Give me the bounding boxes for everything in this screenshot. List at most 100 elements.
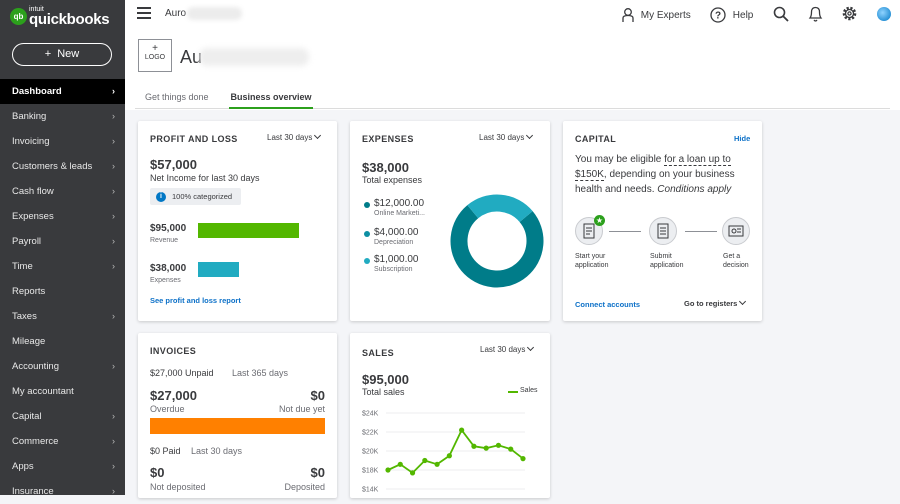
expense-value: $12,000.00: [374, 198, 425, 209]
company-name[interactable]: Auro: [165, 8, 187, 19]
tab-get-things-done[interactable]: Get things done: [145, 92, 209, 102]
sidebar-item-banking[interactable]: Banking ›: [0, 104, 125, 129]
loan-link[interactable]: for a loan up to $150K: [575, 154, 731, 181]
profit-loss-report-link[interactable]: See profit and loss report: [150, 296, 241, 305]
sidebar-item-cash-flow[interactable]: Cash flow ›: [0, 179, 125, 204]
sidebar-item-commerce[interactable]: Commerce ›: [0, 429, 125, 454]
sales-data-point[interactable]: [397, 461, 403, 467]
total-expenses-label: Total expenses: [362, 175, 423, 185]
expert-icon: [622, 8, 634, 22]
sales-data-point[interactable]: [471, 443, 477, 449]
company-title: Au: [180, 47, 203, 67]
gear-icon[interactable]: [841, 5, 858, 22]
sidebar-item-time[interactable]: Time ›: [0, 254, 125, 279]
sidebar-item-dashboard[interactable]: Dashboard ›: [0, 79, 125, 104]
chevron-right-icon: ›: [112, 311, 115, 321]
sales-data-point[interactable]: [483, 445, 489, 451]
registers-dropdown[interactable]: Go to registers: [684, 297, 747, 308]
unpaid-total: $27,000 Unpaid: [150, 368, 214, 378]
chevron-down-icon: [526, 131, 534, 140]
period-dropdown[interactable]: Last 30 days: [479, 131, 534, 142]
connect-accounts-link[interactable]: Connect accounts: [575, 300, 641, 309]
add-logo-button[interactable]: + LOGO: [138, 39, 172, 72]
search-icon[interactable]: [773, 6, 789, 22]
sidebar-item-taxes[interactable]: Taxes ›: [0, 304, 125, 329]
tab-business-overview[interactable]: Business overview: [229, 92, 313, 109]
chevron-right-icon: ›: [112, 486, 115, 496]
expense-value: $1,000.00: [374, 254, 419, 265]
sidebar-item-reports[interactable]: Reports: [0, 279, 125, 304]
my-experts-link[interactable]: My Experts: [622, 7, 691, 23]
overdue-value: $27,000: [150, 388, 197, 403]
revenue-label: Revenue: [150, 237, 179, 244]
new-button-label: New: [57, 48, 80, 60]
sidebar-item-label: Accounting: [12, 361, 60, 372]
sidebar-item-label: Time: [12, 261, 33, 272]
registers-label: Go to registers: [684, 299, 738, 308]
sidebar-item-capital[interactable]: Capital ›: [0, 404, 125, 429]
sidebar-item-accounting[interactable]: Accounting ›: [0, 354, 125, 379]
legend-dot: [364, 258, 370, 264]
chevron-right-icon: ›: [112, 111, 115, 121]
period-dropdown[interactable]: Last 30 days: [267, 131, 322, 142]
sales-data-point[interactable]: [495, 442, 502, 448]
card-title: EXPENSES: [362, 134, 414, 144]
sales-data-point[interactable]: [385, 467, 391, 473]
svg-text:?: ?: [715, 11, 721, 22]
sales-data-point[interactable]: [409, 470, 416, 476]
hide-link[interactable]: Hide: [734, 134, 751, 143]
chevron-down-icon: [739, 297, 747, 306]
overdue-label: Overdue: [150, 404, 185, 414]
legend-dot: [364, 231, 370, 237]
sales-data-point[interactable]: [459, 427, 465, 433]
step-connector: [685, 231, 717, 232]
step-label-submit: Submit application: [650, 253, 684, 269]
expense-label: Online Marketi...: [374, 210, 425, 217]
menu-icon[interactable]: [137, 7, 151, 19]
profile-icon[interactable]: [877, 7, 891, 21]
new-button[interactable]: + New: [12, 43, 112, 66]
sidebar-item-label: Payroll: [12, 236, 42, 247]
sales-line-chart[interactable]: $24K $22K $20K $18K $14K: [350, 403, 550, 498]
expenses-donut-chart[interactable]: [449, 193, 545, 289]
sales-data-point[interactable]: [508, 446, 514, 452]
sidebar-item-insurance[interactable]: Insurance ›: [0, 479, 125, 504]
logo-plus: +: [152, 43, 158, 54]
sales-card: SALES Last 30 days $95,000 Total sales S…: [350, 333, 550, 498]
step-label-start: Start your application: [575, 253, 609, 269]
bell-icon[interactable]: [808, 5, 823, 23]
expenses-label: Expenses: [150, 277, 181, 284]
qb-logo-icon: qb: [10, 8, 27, 25]
sidebar-item-payroll[interactable]: Payroll ›: [0, 229, 125, 254]
total-expenses-value: $38,000: [362, 160, 409, 175]
total-sales-label: Total sales: [362, 387, 405, 397]
chevron-down-icon: [527, 343, 535, 352]
sidebar-item-label: My accountant: [12, 386, 74, 397]
donut-slice-other[interactable]: [449, 193, 545, 289]
brand-name: quickbooks: [29, 11, 110, 28]
sidebar-item-my-accountant[interactable]: My accountant: [0, 379, 125, 404]
expenses-bar[interactable]: [198, 262, 239, 277]
revenue-bar[interactable]: [198, 223, 299, 238]
overdue-bar[interactable]: [150, 418, 325, 434]
unpaid-period: Last 365 days: [232, 368, 289, 378]
sidebar-item-label: Insurance: [12, 486, 54, 497]
sidebar-item-expenses[interactable]: Expenses ›: [0, 204, 125, 229]
sidebar-item-label: Cash flow: [12, 186, 54, 197]
sidebar-item-invoicing[interactable]: Invoicing ›: [0, 129, 125, 154]
sales-data-point[interactable]: [434, 461, 440, 467]
sidebar-item-mileage[interactable]: Mileage: [0, 329, 125, 354]
sidebar-item-customers-leads[interactable]: Customers & leads ›: [0, 154, 125, 179]
card-title: INVOICES: [150, 346, 197, 356]
sales-data-point[interactable]: [422, 457, 428, 464]
quickbooks-logo[interactable]: qb intuit quickbooks: [10, 6, 120, 28]
help-link[interactable]: ? Help: [710, 7, 753, 23]
application-icon: [575, 217, 603, 245]
sales-legend-swatch: [508, 391, 518, 393]
sales-data-point[interactable]: [520, 456, 526, 462]
sales-data-point[interactable]: [446, 453, 452, 459]
not-deposited-label: Not deposited: [150, 482, 206, 492]
period-dropdown[interactable]: Last 30 days: [480, 343, 535, 354]
sidebar-item-apps[interactable]: Apps ›: [0, 454, 125, 479]
categorized-badge[interactable]: i 100% categorized: [150, 188, 241, 205]
